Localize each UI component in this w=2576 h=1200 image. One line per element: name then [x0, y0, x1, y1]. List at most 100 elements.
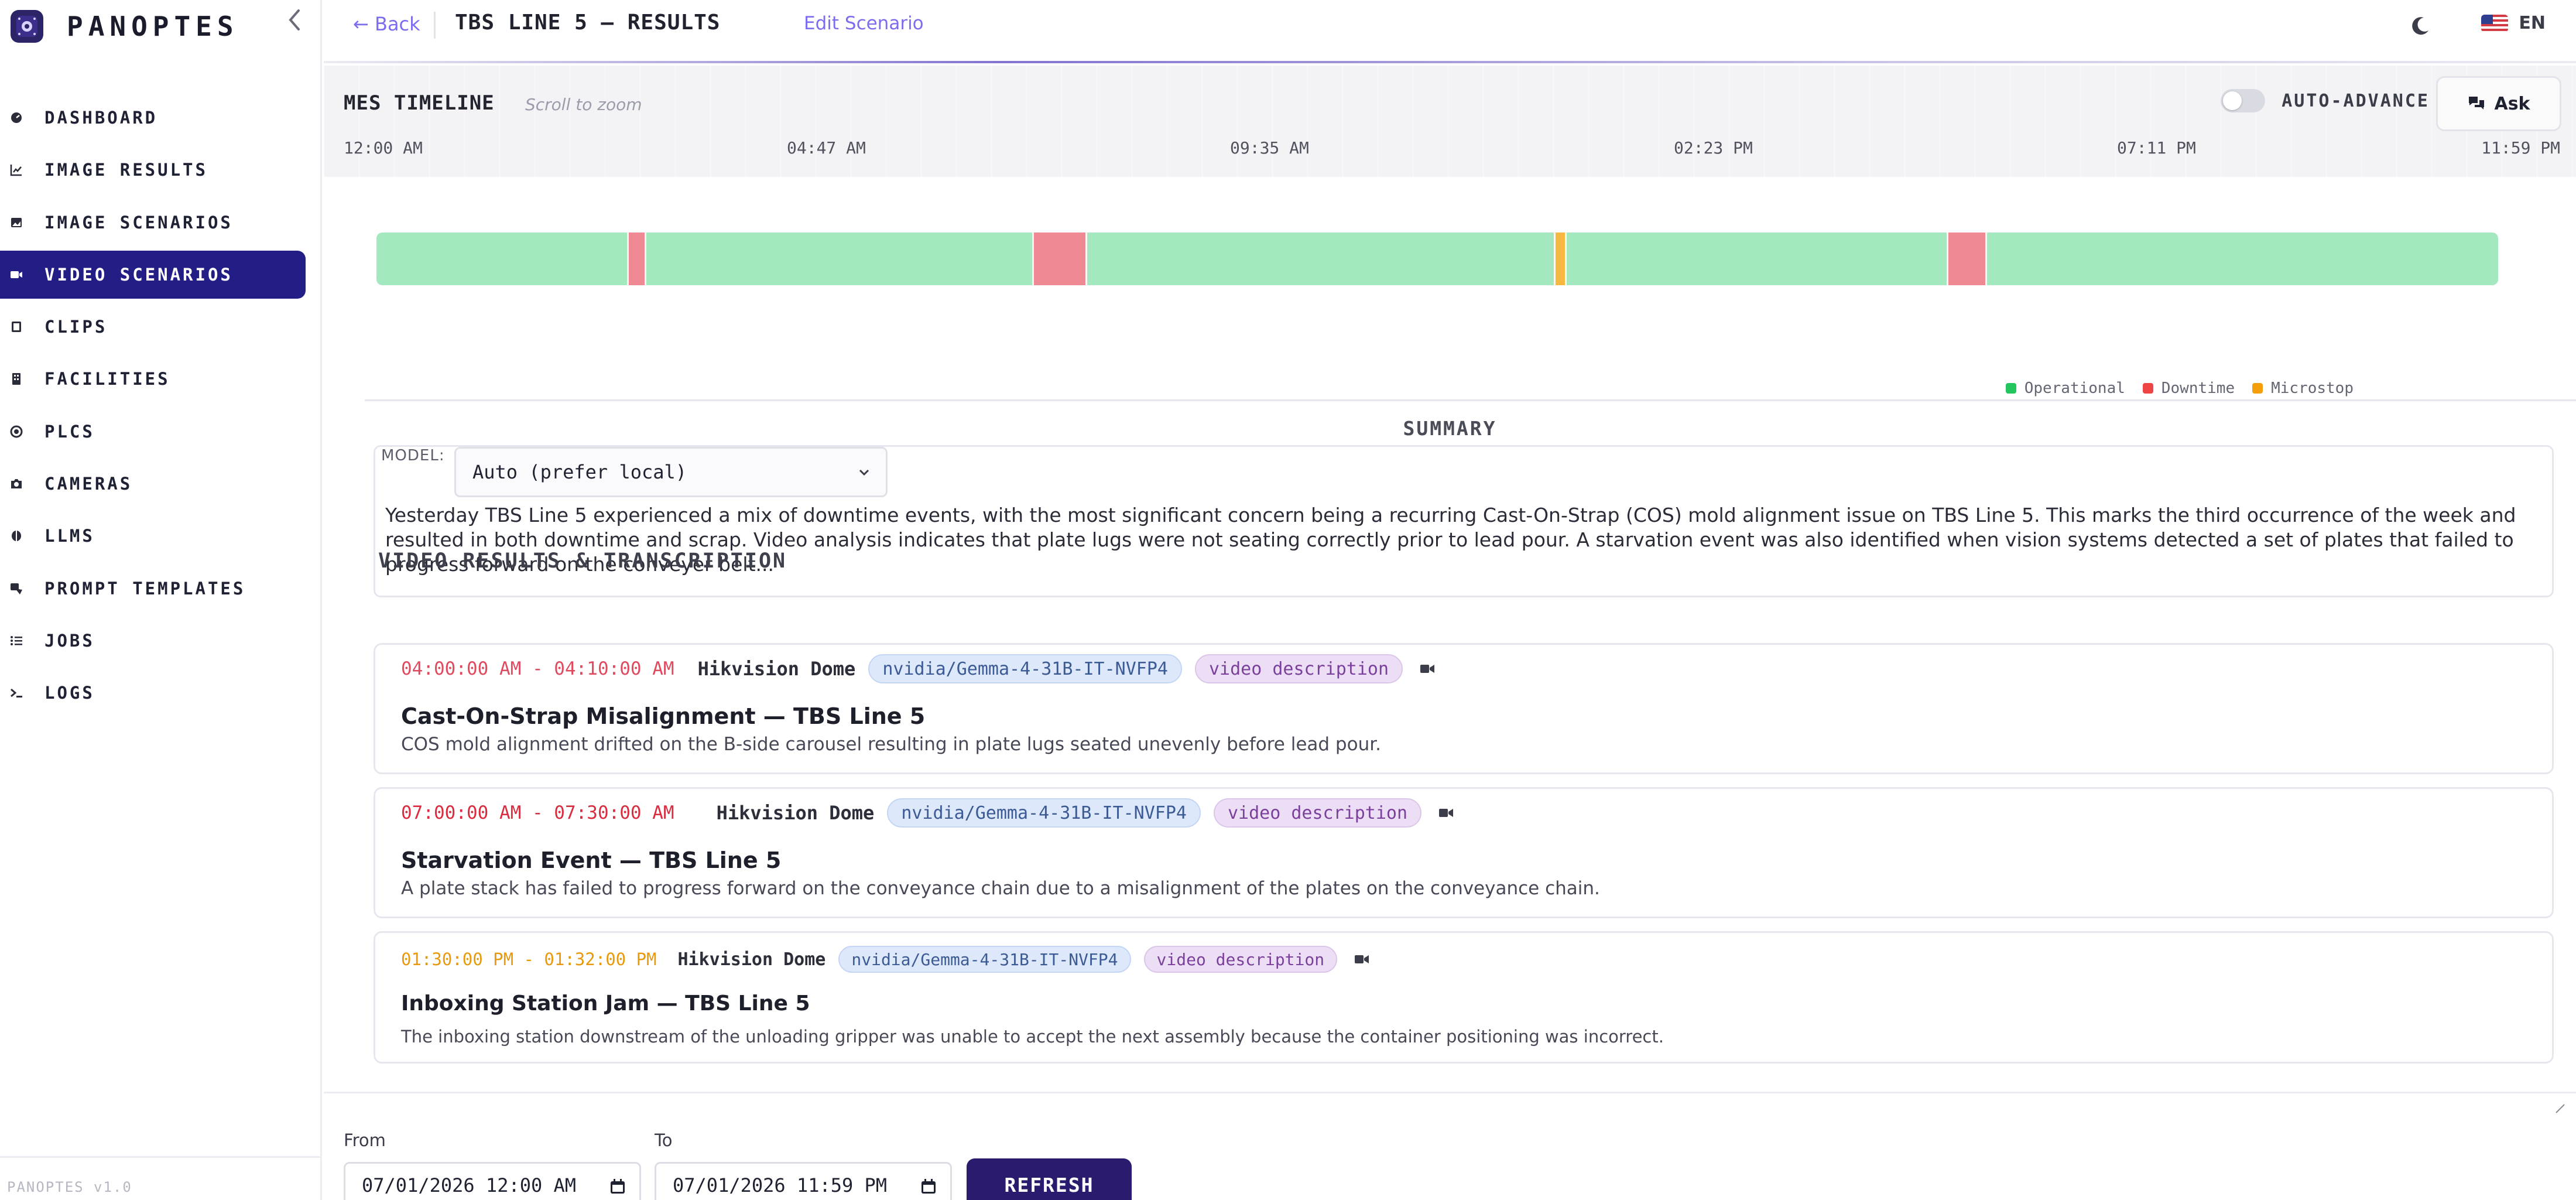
from-date-input[interactable]: 07/01/2026 12:00 AM: [344, 1162, 641, 1200]
model-badge: nvidia/Gemma-4-31B-IT-NVFP4: [868, 654, 1182, 683]
camera-icon: [8, 476, 25, 492]
sidebar-item-label: CLIPS: [44, 317, 108, 337]
timeline-segment-microstop[interactable]: [1554, 233, 1567, 285]
model-label: MODEL:: [381, 447, 445, 464]
camera-name: Hikvision Dome: [697, 658, 856, 680]
legend-label: Downtime: [2161, 380, 2235, 397]
edit-scenario-link[interactable]: Edit Scenario: [804, 13, 924, 34]
sidebar-item-dashboard[interactable]: DASHBOARD: [0, 94, 306, 142]
sidebar-item-label: IMAGE RESULTS: [44, 160, 208, 180]
collapse-sidebar-button[interactable]: [278, 4, 311, 36]
bottom-divider: [324, 1092, 2576, 1093]
auto-advance-toggle[interactable]: [2221, 89, 2266, 112]
film-icon: [8, 319, 25, 335]
toggle-knob: [2223, 91, 2242, 110]
timeline-tick-label: 12:00 AM: [344, 138, 423, 158]
timeline-segment-downtime[interactable]: [1947, 233, 1987, 285]
sidebar-item-jobs[interactable]: JOBS: [0, 617, 306, 665]
sidebar-item-image-results[interactable]: IMAGE RESULTS: [0, 146, 306, 194]
cpu-icon: [8, 423, 25, 440]
timeline-tick-label: 07:11 PM: [2117, 138, 2196, 158]
legend-swatch: [2005, 383, 2016, 394]
language-selector[interactable]: EN: [2481, 13, 2546, 33]
video-camera-icon[interactable]: [1439, 808, 1454, 818]
sidebar-item-plcs[interactable]: PLCS: [0, 408, 306, 456]
sidebar-item-prompt-templates[interactable]: PROMPT TEMPLATES: [0, 565, 306, 613]
camera-name: Hikvision Dome: [677, 949, 826, 970]
brand-name: PANOPTES: [67, 11, 239, 42]
card-title: Starvation Event — TBS Line 5: [401, 847, 782, 873]
calendar-icon[interactable]: [609, 1178, 626, 1195]
sidebar-item-label: IMAGE SCENARIOS: [44, 212, 233, 233]
auto-advance-label: AUTO-ADVANCE: [2282, 90, 2430, 111]
terminal-icon: [8, 685, 25, 701]
timeline-segment-downtime[interactable]: [1032, 233, 1087, 285]
gauge-icon: [8, 110, 25, 126]
image-icon: [8, 214, 25, 231]
timeline-title: MES TIMELINE: [344, 91, 495, 115]
model-badge: nvidia/Gemma-4-31B-IT-NVFP4: [838, 946, 1131, 973]
camera-name: Hikvision Dome: [716, 802, 875, 824]
timeline-segment-downtime[interactable]: [627, 233, 646, 285]
resize-handle-icon[interactable]: [2554, 1102, 2565, 1114]
sidebar-item-label: CAMERAS: [44, 474, 133, 494]
time-range: 07:00:00 AM - 07:30:00 AM: [401, 802, 674, 823]
main-content: MES TIMELINE Scroll to zoom AUTO-ADVANCE…: [324, 66, 2576, 1200]
video-result-card[interactable]: 07:00:00 AM - 07:30:00 AM Hikvision Dome…: [374, 787, 2554, 918]
to-date-input[interactable]: 07/01/2026 11:59 PM: [655, 1162, 952, 1200]
refresh-button[interactable]: REFRESH: [967, 1158, 1132, 1200]
back-link[interactable]: ← Back: [353, 13, 420, 35]
ask-button[interactable]: Ask: [2436, 76, 2561, 131]
timeline-bar[interactable]: [376, 233, 2498, 285]
timeline-tick-label: 09:35 AM: [1230, 138, 1309, 158]
sidebar-divider: [0, 1156, 322, 1158]
sidebar-item-facilities[interactable]: FACILITIES: [0, 355, 306, 403]
legend-swatch: [2142, 383, 2153, 394]
building-icon: [8, 371, 25, 387]
sidebar-item-clips[interactable]: CLIPS: [0, 303, 306, 351]
list-icon: [8, 633, 25, 649]
model-badge: nvidia/Gemma-4-31B-IT-NVFP4: [887, 798, 1201, 828]
timeline-tick-label: 02:23 PM: [1674, 138, 1753, 158]
card-header: 04:00:00 AM - 04:10:00 AM Hikvision Dome…: [401, 654, 1435, 683]
top-bar: ← Back TBS LINE 5 — RESULTS Edit Scenari…: [324, 0, 2576, 63]
sidebar-item-cameras[interactable]: CAMERAS: [0, 460, 306, 508]
sidebar-item-image-scenarios[interactable]: IMAGE SCENARIOS: [0, 199, 306, 247]
refresh-label: REFRESH: [1004, 1173, 1094, 1196]
time-range: 04:00:00 AM - 04:10:00 AM: [401, 658, 674, 679]
sidebar-item-logs[interactable]: LOGS: [0, 669, 306, 717]
chevron-left-icon: [289, 9, 300, 30]
calendar-icon[interactable]: [920, 1178, 937, 1195]
sidebar-item-label: LLMS: [44, 526, 95, 546]
sidebar-item-video-scenarios[interactable]: VIDEO SCENARIOS: [0, 250, 306, 299]
brain-icon: [8, 528, 25, 544]
sidebar-item-llms[interactable]: LLMS: [0, 512, 306, 560]
model-select[interactable]: Auto (prefer local): [454, 447, 888, 497]
card-header: 01:30:00 PM - 01:32:00 PM Hikvision Dome…: [401, 946, 1369, 973]
theme-toggle-button[interactable]: [2405, 11, 2435, 41]
video-camera-icon[interactable]: [1355, 954, 1369, 965]
chat-bubbles-icon: [2469, 97, 2485, 110]
panoptes-logo-icon[interactable]: [11, 10, 43, 43]
video-result-card[interactable]: 04:00:00 AM - 04:10:00 AM Hikvision Dome…: [374, 643, 2554, 774]
sidebar-item-label: DASHBOARD: [44, 108, 158, 128]
sidebar-item-label: LOGS: [44, 683, 95, 703]
time-range: 01:30:00 PM - 01:32:00 PM: [401, 949, 657, 969]
legend-item: Downtime: [2142, 380, 2235, 397]
video-camera-icon[interactable]: [1420, 664, 1435, 674]
timeline-legend: Operational Downtime Microstop: [1988, 380, 2354, 397]
sidebar-item-label: VIDEO SCENARIOS: [44, 264, 233, 285]
type-badge: video description: [1213, 798, 1422, 828]
legend-item: Operational: [2005, 380, 2125, 397]
template-icon: [8, 580, 25, 597]
card-title: Cast-On-Strap Misalignment — TBS Line 5: [401, 703, 926, 729]
chevron-down-icon: [859, 469, 869, 476]
video-result-card[interactable]: 01:30:00 PM - 01:32:00 PM Hikvision Dome…: [374, 931, 2554, 1064]
summary-box: MODEL: Auto (prefer local) Yesterday TBS…: [374, 445, 2554, 597]
timeline-hint: Scroll to zoom: [525, 95, 642, 114]
line-chart-icon: [8, 162, 25, 178]
sidebar-nav: DASHBOARD IMAGE RESULTS IMAGE SCENARIOS …: [0, 94, 322, 722]
from-label: From: [344, 1130, 386, 1150]
legend-label: Operational: [2024, 380, 2125, 397]
